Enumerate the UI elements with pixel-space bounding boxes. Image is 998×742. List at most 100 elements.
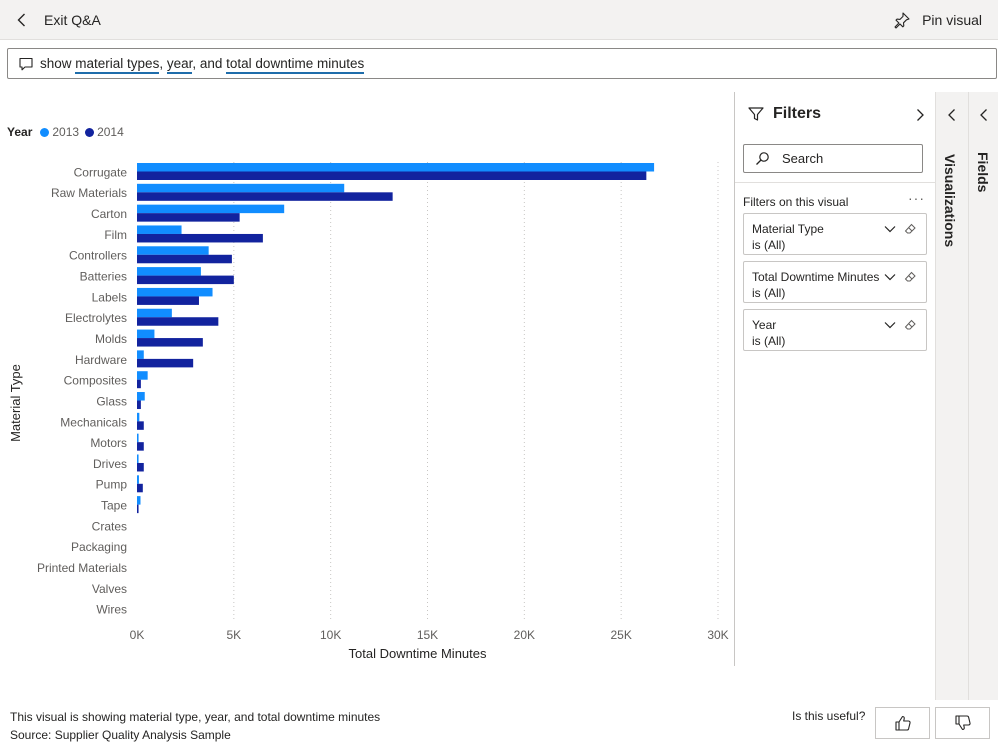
chevron-down-icon[interactable] — [884, 271, 896, 283]
legend-marker-2013 — [40, 127, 50, 137]
bar-2013[interactable] — [137, 163, 655, 172]
bar-chart: 0K 5K 10K 15K 20K 25K 30K Corrugate Raw Material… — [8, 162, 729, 661]
category-label: Film — [104, 228, 127, 242]
thumbs-up-button[interactable] — [875, 707, 930, 739]
bar-2014[interactable] — [137, 171, 647, 181]
bar-2013[interactable] — [137, 392, 145, 401]
bar-2013[interactable] — [137, 371, 148, 380]
thumbs-up-icon — [894, 715, 911, 731]
bar-2013[interactable] — [137, 496, 141, 505]
collapse-filters-icon[interactable] — [913, 108, 927, 122]
category-label: Mechanicals — [60, 415, 127, 429]
bar-2014[interactable] — [137, 338, 203, 347]
bar-2013[interactable] — [137, 246, 209, 255]
exit-qa-button[interactable]: Exit Q&A — [14, 7, 101, 33]
filter-card-material-type[interactable]: Material Type is (All) — [743, 213, 927, 255]
x-tick-label: 30K — [707, 628, 728, 642]
y-axis-title: Material Type — [8, 364, 23, 442]
bar-2013[interactable] — [137, 267, 201, 276]
fields-pane[interactable]: Fields — [968, 92, 998, 700]
x-tick-label: 20K — [514, 628, 535, 642]
bar-2014[interactable] — [137, 483, 143, 493]
eraser-icon[interactable] — [904, 271, 916, 283]
expand-visualizations-icon[interactable] — [946, 108, 958, 122]
x-tick-label: 15K — [417, 628, 438, 642]
category-label: Drives — [93, 457, 127, 471]
category-label: Labels — [92, 290, 127, 304]
x-tick-label: 5K — [226, 628, 241, 642]
filters-search-input[interactable]: Search — [743, 144, 923, 173]
bar-2013[interactable] — [137, 433, 139, 443]
bar-2014[interactable] — [137, 275, 234, 285]
filter-card-value: is (All) — [752, 286, 786, 300]
panel-divider — [734, 92, 735, 666]
qa-term[interactable]: total downtime minutes — [226, 56, 365, 74]
bar-2014[interactable] — [137, 421, 144, 430]
bar-2014[interactable] — [137, 358, 194, 368]
legend-entry-2014[interactable]: 2014 — [85, 125, 124, 139]
filters-title: Filters — [773, 105, 822, 122]
filter-card-name: Total Downtime Minutes — [752, 270, 880, 284]
category-label: Corrugate — [74, 165, 128, 179]
category-label: Glass — [96, 394, 127, 408]
category-label: Wires — [96, 603, 127, 617]
pin-visual-label: Pin visual — [922, 12, 982, 28]
bar-2013[interactable] — [137, 183, 345, 193]
filters-separator — [735, 182, 935, 183]
legend-label-2014: 2014 — [97, 125, 124, 139]
bar-2013[interactable] — [137, 204, 285, 214]
x-axis-title: Total Downtime Minutes — [349, 646, 487, 661]
bar-2013[interactable] — [137, 308, 172, 318]
x-tick-label: 10K — [320, 628, 341, 642]
visualizations-pane[interactable]: Visualizations — [935, 92, 968, 700]
filter-card-value: is (All) — [752, 334, 786, 348]
expand-fields-icon[interactable] — [978, 108, 990, 122]
chart-legend: Year 2013 2014 — [7, 124, 130, 140]
bar-2013[interactable] — [137, 225, 182, 234]
category-label: Pump — [96, 478, 128, 492]
bar-2014[interactable] — [137, 233, 263, 243]
filter-card-year[interactable]: Year is (All) — [743, 309, 927, 351]
chevron-down-icon[interactable] — [884, 223, 896, 235]
x-tick-label: 25K — [610, 628, 631, 642]
eraser-icon[interactable] — [904, 319, 916, 331]
bar-2013[interactable] — [137, 475, 139, 484]
bar-2013[interactable] — [137, 454, 139, 463]
thumbs-down-button[interactable] — [935, 707, 990, 739]
bar-2014[interactable] — [137, 400, 141, 410]
qa-text-part: , — [159, 56, 167, 71]
category-label: Controllers — [69, 249, 127, 263]
qa-question-input[interactable]: show material types, year, and total dow… — [7, 48, 997, 79]
filter-card-total-downtime[interactable]: Total Downtime Minutes is (All) — [743, 261, 927, 303]
bar-2014[interactable] — [137, 192, 393, 201]
pin-visual-button[interactable]: Pin visual — [893, 7, 982, 33]
qa-term[interactable]: material types — [75, 56, 160, 74]
filters-header: Filters — [747, 105, 821, 123]
bar-2014[interactable] — [137, 317, 219, 326]
category-label: Tape — [101, 499, 127, 513]
bar-2014[interactable] — [137, 213, 240, 222]
qa-term[interactable]: year — [166, 56, 193, 74]
bar-2013[interactable] — [137, 350, 144, 359]
bar-2014[interactable] — [137, 504, 139, 514]
bar-2014[interactable] — [137, 462, 144, 472]
filters-on-visual-label: Filters on this visual — [743, 195, 849, 209]
eraser-icon[interactable] — [904, 223, 916, 235]
bar-2013[interactable] — [137, 412, 140, 422]
bar-2013[interactable] — [137, 287, 213, 297]
bar-2014[interactable] — [137, 379, 141, 389]
legend-entry-2013[interactable]: 2013 — [40, 125, 79, 139]
bar-2013[interactable] — [137, 329, 155, 339]
x-tick-label: 0K — [130, 628, 145, 642]
search-placeholder: Search — [782, 151, 824, 166]
filter-card-name: Material Type — [752, 222, 824, 236]
more-options-button[interactable]: ··· — [908, 190, 925, 206]
bar-2014[interactable] — [137, 442, 144, 451]
chevron-down-icon[interactable] — [884, 319, 896, 331]
bar-2014[interactable] — [137, 296, 199, 305]
category-label: Valves — [92, 582, 127, 596]
bar-2014[interactable] — [137, 254, 232, 264]
legend-marker-2014 — [85, 127, 95, 137]
exit-qa-label: Exit Q&A — [44, 12, 101, 28]
category-label: Crates — [92, 519, 127, 533]
